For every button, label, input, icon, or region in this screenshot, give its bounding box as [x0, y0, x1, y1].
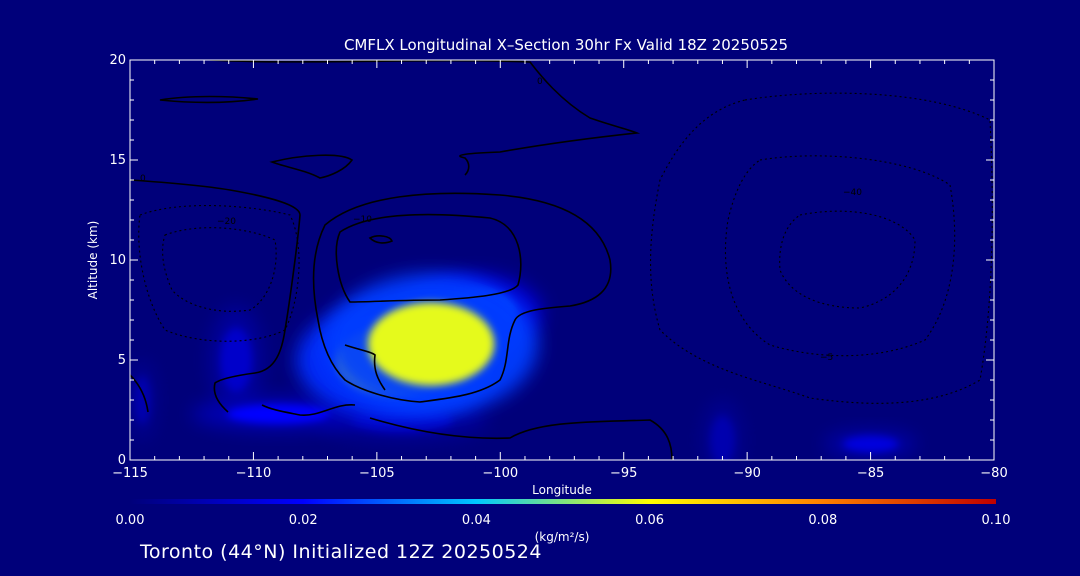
- flux-cell-core: [842, 436, 899, 452]
- contour-zero-left: [130, 179, 301, 413]
- contour-sfc: [261, 404, 356, 416]
- colorbar-tick-label: 0.10: [982, 513, 1011, 528]
- contour-blob-a: [159, 95, 259, 104]
- contour-ring-outer: [312, 192, 612, 403]
- contour-label: −40: [843, 188, 862, 198]
- x-tick-label: −110: [236, 466, 272, 481]
- x-tick-label: −85: [857, 466, 884, 481]
- contour-ring-inner: [335, 213, 522, 303]
- contour-label: −5: [820, 353, 833, 363]
- y-tick-label: 15: [109, 153, 126, 168]
- footer-location: Toronto (44°N) Initialized 12Z 20250524: [140, 541, 542, 563]
- contour-neg-left: [138, 204, 300, 342]
- colorbar-tick-label: 0.00: [116, 513, 145, 528]
- y-tick-label: 20: [109, 53, 126, 68]
- contour-label: 0: [537, 77, 543, 87]
- contour-blob-c: [368, 235, 394, 244]
- x-axis-label: Longitude: [532, 483, 592, 497]
- flux-cell-core: [134, 376, 151, 424]
- x-tick-label: −115: [112, 466, 148, 481]
- y-tick-label: 10: [109, 253, 126, 268]
- contour-blob-b: [269, 154, 354, 179]
- y-axis: 0 5 10 15 20: [109, 53, 994, 468]
- flux-cell-core: [220, 328, 252, 392]
- contour-neg-right-core: [779, 210, 916, 309]
- y-tick-label: 5: [118, 353, 126, 368]
- x-axis: −115 −110 −105 −100 −95 −90 −85 −80: [112, 60, 1008, 481]
- contour-neg-right: [649, 92, 993, 404]
- flux-cell-core: [710, 416, 735, 460]
- contour-lines: [130, 60, 993, 460]
- contour-label: −20: [217, 217, 236, 227]
- colorbar-tick-label: 0.02: [289, 513, 318, 528]
- plot-background: [130, 60, 994, 460]
- colorbar-units: (kg/m²/s): [535, 530, 590, 544]
- flux-field: [130, 273, 918, 460]
- contour-neg-right-inner: [724, 155, 956, 357]
- colorbar: [130, 499, 996, 504]
- contour-label: −10: [353, 215, 372, 225]
- colorbar-tick-label: 0.06: [635, 513, 664, 528]
- contour-zero-right: [369, 417, 673, 460]
- colorbar-ticks: 0.00 0.02 0.04 0.06 0.08 0.10: [116, 513, 1011, 528]
- y-tick-label: 0: [118, 453, 126, 468]
- y-axis-label: Altitude (km): [86, 221, 100, 300]
- flux-cell-core: [367, 302, 495, 386]
- flux-cell-core: [226, 404, 330, 424]
- contour-label: 0: [140, 174, 146, 184]
- colorbar-tick-label: 0.04: [462, 513, 491, 528]
- colorbar-tick-label: 0.08: [808, 513, 837, 528]
- contour-left-edge: [130, 374, 149, 413]
- chart-title: CMFLX Longitudinal X–Section 30hr Fx Val…: [344, 36, 788, 54]
- contour-zero-upper: [209, 60, 641, 176]
- x-tick-label: −80: [980, 466, 1007, 481]
- x-tick-label: −90: [733, 466, 760, 481]
- contour-label-group: 0 −20 −10 0 −40 −5: [140, 77, 862, 363]
- x-tick-label: −95: [610, 466, 637, 481]
- x-tick-label: −105: [359, 466, 395, 481]
- contour-cut: [344, 344, 386, 391]
- x-tick-label: −100: [482, 466, 518, 481]
